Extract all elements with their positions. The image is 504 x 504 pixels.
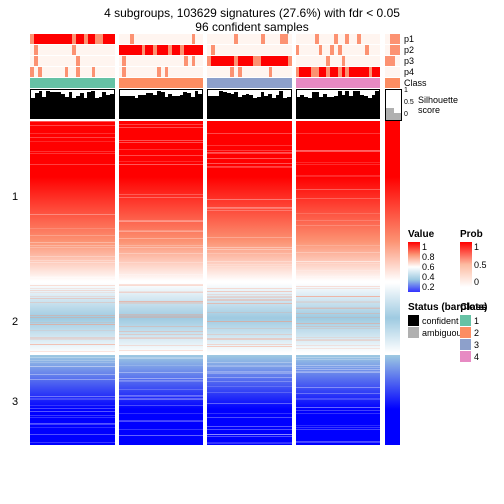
value-tick-02: 0.2 bbox=[422, 282, 435, 292]
prob-tick-05: 0.5 bbox=[474, 260, 487, 270]
heatmap-area bbox=[30, 121, 380, 445]
prob-tick-0: 0 bbox=[474, 277, 487, 287]
title-line1: 4 subgroups, 103629 signatures (27.6%) w… bbox=[0, 6, 504, 20]
class-label-2: 3 bbox=[474, 340, 479, 350]
silhouette-label: Silhouettescore bbox=[418, 95, 458, 115]
annot-label-p2: p2 bbox=[404, 45, 414, 55]
heatmap-extra-col bbox=[385, 121, 400, 445]
value-tick-08: 0.8 bbox=[422, 252, 435, 262]
prob-tick-1: 1 bbox=[474, 242, 487, 252]
class-label-1: 2 bbox=[474, 328, 479, 338]
legend-class: Class 1 2 3 4 bbox=[460, 302, 487, 363]
row-label-1: 1 bbox=[12, 191, 18, 203]
annot-label-p3: p3 bbox=[404, 56, 414, 66]
value-gradient bbox=[408, 242, 420, 292]
sil-axis-0: 0 bbox=[404, 111, 408, 118]
title-line2: 96 confident samples bbox=[0, 20, 504, 34]
value-tick-04: 0.4 bbox=[422, 272, 435, 282]
class-swatch-1 bbox=[460, 327, 471, 338]
class-label-3: 4 bbox=[474, 352, 479, 362]
sil-axis-1: 1 bbox=[404, 87, 408, 94]
annot-label-p1: p1 bbox=[404, 34, 414, 44]
status-swatch-0 bbox=[408, 315, 419, 326]
sil-extra bbox=[385, 89, 402, 121]
annot-label-p4: p4 bbox=[404, 67, 414, 77]
row-label-3: 3 bbox=[12, 396, 18, 408]
sil-axis-05: 0.5 bbox=[404, 99, 414, 106]
legend-prob-title: Prob bbox=[460, 229, 487, 240]
main-area: p1p2p3p4Class 1 0.5 0 Silhouettescore 1 … bbox=[0, 34, 504, 445]
value-tick-1: 1 bbox=[422, 242, 435, 252]
class-label-0: 1 bbox=[474, 316, 479, 326]
class-swatch-3 bbox=[460, 351, 471, 362]
class-swatch-2 bbox=[460, 339, 471, 350]
row-label-2: 2 bbox=[12, 316, 18, 328]
class-swatch-0 bbox=[460, 315, 471, 326]
legend-value: Value 1 0.8 0.6 0.4 0.2 bbox=[408, 229, 435, 292]
title-block: 4 subgroups, 103629 signatures (27.6%) w… bbox=[0, 0, 504, 34]
legend-class-title: Class bbox=[460, 302, 487, 313]
legend-prob: Prob 1 0.5 0 bbox=[460, 229, 487, 287]
status-label-0: confident bbox=[422, 316, 459, 326]
status-swatch-1 bbox=[408, 327, 419, 338]
prob-gradient bbox=[460, 242, 472, 287]
value-tick-06: 0.6 bbox=[422, 262, 435, 272]
silhouette-row bbox=[30, 89, 380, 119]
legend-value-title: Value bbox=[408, 229, 435, 240]
